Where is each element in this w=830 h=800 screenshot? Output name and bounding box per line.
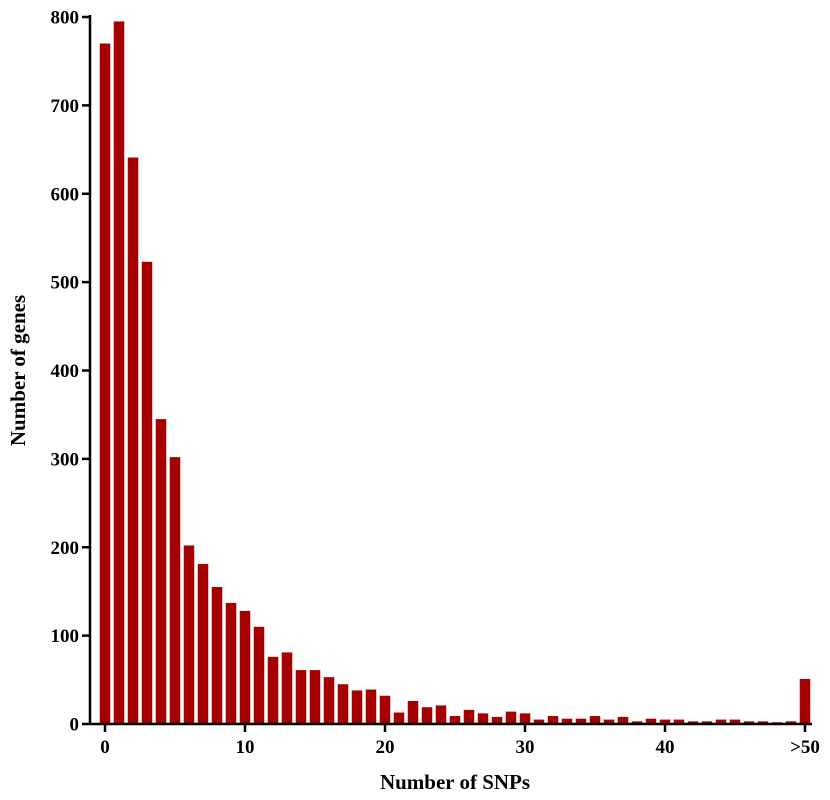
x-axis: 0 10 20 30 40 >50 (90, 722, 820, 758)
bar (799, 678, 811, 724)
bar (533, 719, 545, 724)
bar (407, 701, 419, 724)
bar (379, 695, 391, 724)
bar (743, 721, 755, 724)
bar (449, 716, 461, 724)
y-tick-label: 100 (51, 626, 80, 647)
bar (239, 610, 251, 724)
bar (785, 721, 797, 724)
bar (113, 21, 125, 725)
bar (505, 711, 517, 724)
y-tick-label: 600 (51, 184, 80, 205)
y-tick-label: 0 (70, 715, 80, 736)
bar (589, 716, 601, 724)
x-tick-label: >50 (790, 737, 820, 758)
bar (673, 719, 685, 724)
bar (631, 721, 643, 724)
bar (99, 43, 111, 724)
y-axis: 0 100 200 300 400 500 600 700 800 (51, 8, 92, 736)
bar (309, 670, 321, 724)
bar (575, 718, 587, 724)
y-tick-label: 400 (51, 361, 80, 382)
y-axis-title: Number of genes (6, 295, 30, 446)
bar (561, 718, 573, 724)
bar (211, 587, 223, 724)
bar (421, 707, 433, 724)
bar (687, 721, 699, 724)
bar (393, 712, 405, 724)
bar (463, 709, 475, 724)
bar (267, 656, 279, 724)
bar (659, 719, 671, 724)
bar (155, 419, 167, 724)
y-tick-label: 700 (51, 96, 80, 117)
bar (337, 684, 349, 724)
x-tick-label: 20 (376, 737, 395, 758)
bar (603, 719, 615, 724)
bar (701, 721, 713, 724)
x-tick-label: 10 (236, 737, 255, 758)
bar (365, 689, 377, 724)
bar (351, 690, 363, 724)
bar (715, 719, 727, 724)
bar (169, 457, 181, 724)
bar (141, 261, 153, 724)
bar (197, 564, 209, 724)
bar (547, 716, 559, 724)
x-axis-title: Number of SNPs (380, 770, 530, 794)
bar (435, 705, 447, 724)
x-tick-label: 40 (656, 737, 675, 758)
bar (323, 677, 335, 724)
bar (477, 713, 489, 724)
bar (729, 719, 741, 724)
bar (281, 652, 293, 724)
y-tick-label: 200 (51, 538, 80, 559)
y-tick-label: 800 (51, 8, 80, 29)
bar (617, 716, 629, 724)
bar (757, 721, 769, 724)
bar (519, 713, 531, 724)
x-tick-label: 30 (516, 737, 535, 758)
bar (253, 626, 265, 724)
bar (645, 718, 657, 724)
bar (491, 716, 503, 724)
y-tick-label: 500 (51, 273, 80, 294)
bar (295, 670, 307, 724)
bar (225, 602, 237, 724)
y-tick-label: 300 (51, 449, 80, 470)
bar (183, 545, 195, 724)
x-tick-label: 0 (100, 737, 110, 758)
bar (127, 157, 139, 724)
bars-group (99, 21, 811, 725)
